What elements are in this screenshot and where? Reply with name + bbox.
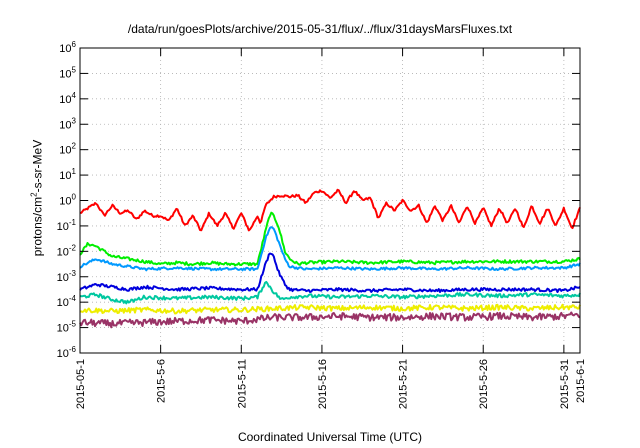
x-tick-label: 2015-5-21 [398,359,410,409]
y-tick-base: 10 [59,145,71,157]
series-line-1 [79,188,581,232]
y-tick-exponent: 2 [72,142,77,151]
y-tick-exponent: -3 [69,269,77,278]
y-tick-label: 103 [59,116,76,131]
y-tick-label: 10-5 [57,320,77,335]
y-tick-exponent: -4 [69,294,77,303]
y-tick-base: 10 [59,119,71,131]
series-line-2 [79,211,581,267]
y-tick-base: 10 [59,68,71,80]
y-tick-base: 10 [57,297,69,309]
y-tick-label: 105 [59,65,76,80]
x-tick-label: 2015-5-11 [236,359,248,408]
x-tick-label: 2015-5-26 [478,359,490,409]
y-tick-base: 10 [57,221,69,233]
y-tick-base: 10 [57,323,69,335]
y-tick-exponent: -1 [69,218,77,227]
chart-series [79,188,581,329]
y-tick-label: 10-4 [57,294,77,309]
y-tick-exponent: 5 [72,65,77,74]
y-tick-exponent: -2 [69,243,77,252]
y-tick-exponent: 3 [72,116,77,125]
y-tick-base: 10 [59,196,71,208]
y-tick-exponent: -6 [69,345,77,354]
y-tick-base: 10 [57,348,69,360]
series-line-7 [79,311,581,329]
y-tick-base: 10 [59,94,71,106]
y-tick-label: 104 [59,91,76,106]
y-tick-label: 10-1 [57,218,77,233]
y-tick-label: 10-2 [57,243,77,258]
y-tick-label: 101 [59,167,76,182]
y-tick-base: 10 [57,246,69,258]
y-tick-base: 10 [57,272,69,284]
series-line-5 [79,280,581,305]
y-tick-base: 10 [59,170,71,182]
y-tick-label: 106 [59,40,76,55]
chart-grid [80,48,580,353]
y-tick-exponent: -5 [69,320,77,329]
chart-title: /data/run/goesPlots/archive/2015-05-31/f… [127,22,513,36]
y-axis-ticks: 10-610-510-410-310-210-11001011021031041… [57,40,580,360]
y-tick-label: 10-6 [57,345,77,360]
y-tick-label: 100 [59,193,76,208]
y-tick-exponent: 0 [72,193,77,202]
x-tick-label: 2015-6-1 [575,359,587,403]
x-tick-label: 2015-5-31 [559,359,571,409]
x-tick-label: 2015-5-6 [156,359,168,403]
y-tick-exponent: 4 [72,91,77,100]
series-line-4 [79,252,581,293]
series-line-3 [79,226,581,272]
x-axis-label: Coordinated Universal Time (UTC) [237,430,423,444]
x-tick-label: 2015-5-16 [317,359,329,409]
y-tick-label: 10-3 [57,269,77,284]
y-tick-exponent: 1 [72,167,77,176]
x-tick-label: 2015-05-1 [75,359,87,409]
y-tick-exponent: 6 [72,40,77,49]
x-axis-ticks: 2015-05-1 2015-5-6 2015-5-11 2015-5-16 2015-… [75,48,587,409]
series-line-6 [79,303,581,315]
y-tick-label: 102 [59,142,76,157]
y-tick-base: 10 [59,43,71,55]
